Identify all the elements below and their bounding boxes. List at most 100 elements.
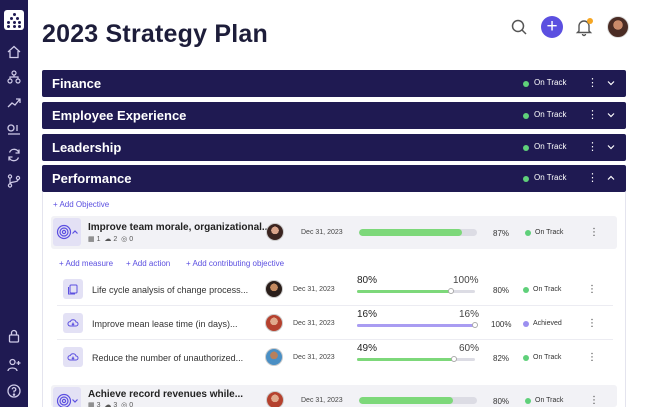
- status-text: On Track: [534, 78, 567, 87]
- target-value: 16%: [459, 309, 480, 320]
- progress-fill: [357, 324, 475, 327]
- status-text: On Track: [534, 142, 567, 151]
- add-measure-link[interactable]: + Add measure: [59, 259, 114, 268]
- more-options-icon[interactable]: ⋮: [587, 172, 598, 184]
- owner-avatar[interactable]: [265, 314, 283, 332]
- objective-row[interactable]: Improve team morale, organizational... ▦…: [51, 216, 617, 249]
- more-options-icon[interactable]: ⋮: [587, 352, 597, 363]
- branch-icon[interactable]: [6, 173, 22, 189]
- status-dot: [523, 113, 529, 119]
- status-text: On Track: [534, 110, 567, 119]
- more-options-icon[interactable]: ⋮: [589, 227, 599, 238]
- status-text: On Track: [533, 354, 562, 361]
- status-dot: [523, 176, 529, 182]
- cloud-icon: ☁: [104, 402, 112, 407]
- chevron-up-icon[interactable]: [605, 172, 617, 184]
- trend-icon[interactable]: [6, 95, 22, 111]
- chevron-down-icon[interactable]: [605, 109, 617, 121]
- key-result-title[interactable]: Improve mean lease time (in days)...: [92, 319, 238, 329]
- target-icon[interactable]: [53, 387, 81, 407]
- refresh-icon[interactable]: [6, 147, 22, 163]
- section-title: Finance: [52, 76, 102, 91]
- progress-bar: [357, 322, 478, 328]
- add-objective-link[interactable]: + Add Objective: [53, 200, 110, 209]
- status-dot: [523, 145, 529, 151]
- page-title: 2023 Strategy Plan: [42, 20, 268, 48]
- key-result-row[interactable]: Reduce the number of unauthorized... Dec…: [57, 340, 613, 374]
- lock-icon[interactable]: [6, 328, 22, 344]
- cloud-icon: ☁: [104, 236, 112, 243]
- target-value: 100%: [453, 275, 479, 286]
- due-date: Dec 31, 2023: [301, 397, 343, 404]
- add-action-link[interactable]: + Add action: [126, 259, 171, 268]
- due-date: Dec 31, 2023: [293, 354, 335, 361]
- status-dot: [523, 321, 529, 327]
- status-text: On Track: [535, 229, 564, 236]
- cloud-icon: [63, 313, 83, 333]
- due-date: Dec 31, 2023: [301, 229, 343, 236]
- app-logo[interactable]: [4, 10, 24, 30]
- section-title: Leadership: [52, 140, 122, 155]
- okr-icon[interactable]: [6, 121, 22, 137]
- progress-handle: [448, 288, 455, 294]
- more-options-icon[interactable]: ⋮: [587, 318, 597, 329]
- current-value: 80%: [357, 275, 378, 286]
- owner-avatar[interactable]: [266, 223, 284, 241]
- chevron-down-icon[interactable]: [605, 77, 617, 89]
- hierarchy-icon[interactable]: [6, 69, 22, 85]
- progress-handle: [450, 356, 457, 362]
- key-result-title[interactable]: Life cycle analysis of change process...: [92, 285, 249, 295]
- add-user-icon[interactable]: [6, 357, 22, 373]
- sidebar: [0, 0, 28, 407]
- status-text: Achieved: [533, 320, 562, 327]
- key-result-row[interactable]: Life cycle analysis of change process...…: [57, 272, 613, 306]
- progress-fill: [359, 397, 454, 404]
- more-options-icon[interactable]: ⋮: [587, 77, 598, 89]
- chevron-down-icon[interactable]: [605, 141, 617, 153]
- objective-title[interactable]: Improve team morale, organizational...: [88, 222, 271, 233]
- section-finance[interactable]: Finance On Track ⋮: [42, 70, 626, 97]
- owner-avatar[interactable]: [266, 391, 284, 407]
- target-value: 60%: [459, 343, 480, 354]
- target-small-icon: ◎: [121, 402, 128, 407]
- section-employee-experience[interactable]: Employee Experience On Track ⋮: [42, 102, 626, 129]
- section-leadership[interactable]: Leadership On Track ⋮: [42, 134, 626, 161]
- progress-bar: [359, 229, 477, 236]
- status-dot: [523, 81, 529, 87]
- more-options-icon[interactable]: ⋮: [587, 284, 597, 295]
- home-icon[interactable]: [6, 44, 22, 60]
- current-value: 49%: [357, 343, 378, 354]
- status-dot: [525, 398, 531, 404]
- owner-avatar[interactable]: [265, 280, 283, 298]
- notification-badge: [587, 18, 593, 24]
- main-content: 2023 Strategy Plan + Finance On Track ⋮ …: [28, 0, 650, 407]
- status-text: On Track: [534, 173, 567, 182]
- more-options-icon[interactable]: ⋮: [587, 141, 598, 153]
- measure-icon: ▦: [88, 236, 95, 243]
- status-dot: [523, 287, 529, 293]
- measure-icon: ▦: [88, 402, 95, 407]
- cloud-icon: [63, 347, 83, 367]
- objective-row[interactable]: Achieve record revenues while... ▦ 3 ☁ 3…: [51, 385, 617, 407]
- due-date: Dec 31, 2023: [293, 286, 335, 293]
- key-result-row[interactable]: Improve mean lease time (in days)... Dec…: [57, 306, 613, 340]
- key-result-title[interactable]: Reduce the number of unauthorized...: [92, 353, 244, 363]
- progress-bar: [357, 288, 475, 294]
- add-button[interactable]: +: [541, 16, 563, 38]
- target-icon[interactable]: [53, 218, 81, 246]
- more-options-icon[interactable]: ⋮: [589, 395, 599, 406]
- section-performance[interactable]: Performance On Track ⋮: [42, 165, 626, 192]
- user-avatar[interactable]: [607, 16, 629, 38]
- progress-bar: [359, 397, 477, 404]
- objective-title[interactable]: Achieve record revenues while...: [88, 389, 244, 400]
- search-icon[interactable]: [509, 17, 529, 37]
- status-text: On Track: [533, 286, 562, 293]
- add-contributing-objective-link[interactable]: + Add contributing objective: [186, 259, 285, 268]
- owner-avatar[interactable]: [265, 348, 283, 366]
- help-icon[interactable]: [6, 383, 22, 399]
- status-dot: [523, 355, 529, 361]
- status-dot: [525, 230, 531, 236]
- document-icon: [63, 279, 83, 299]
- more-options-icon[interactable]: ⋮: [587, 109, 598, 121]
- notifications-icon[interactable]: [574, 17, 594, 37]
